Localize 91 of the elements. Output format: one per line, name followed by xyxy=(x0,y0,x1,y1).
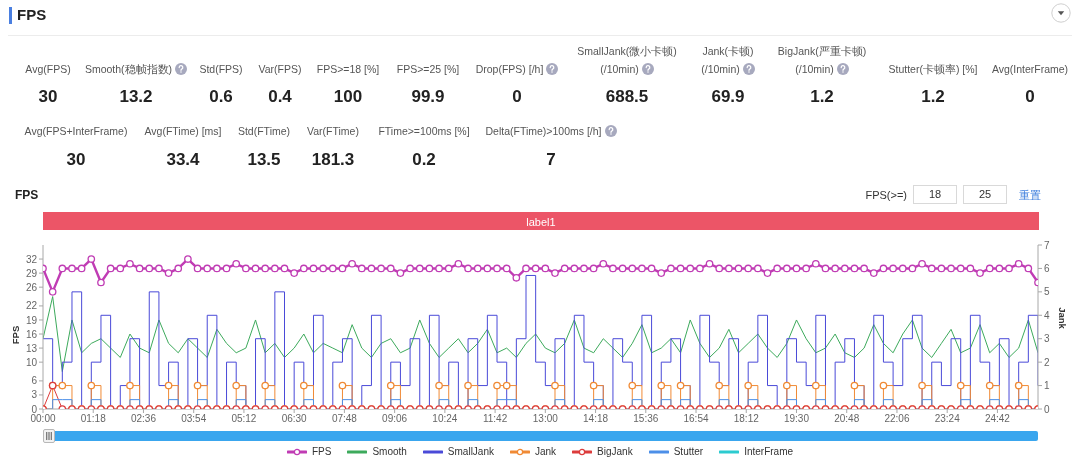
x-tick-label: 15:36 xyxy=(633,413,659,425)
category-label: FTime>=100ms [%] xyxy=(378,125,470,137)
x-tick-label: 14:18 xyxy=(583,413,609,425)
y2-tick-label: 5 xyxy=(1044,286,1050,298)
data-label: 0 xyxy=(1025,87,1035,106)
category-label: FPS>=18 [%] xyxy=(316,63,380,75)
category-label: Var(FTime) xyxy=(307,125,359,137)
x-tick-label: 16:54 xyxy=(683,413,709,425)
x-tick-label: 03:54 xyxy=(181,413,207,425)
y-tick-label: 6 xyxy=(31,375,38,387)
category-label: Std(FTime) xyxy=(237,125,291,137)
x-tick-label: 11:42 xyxy=(482,413,508,425)
category-label: SmallJank(微小卡顿) (/10min) xyxy=(577,45,677,75)
category-label: Jank(卡顿) (/10min) xyxy=(701,45,755,75)
x-tick-label: 19:30 xyxy=(783,413,810,425)
data-label: 688.5 xyxy=(605,87,649,106)
category-label: Var(FPS) xyxy=(258,63,302,75)
x-tick-label: 05:12 xyxy=(231,413,257,425)
chart-title: FPS xyxy=(15,188,39,203)
data-label: 181.3 xyxy=(311,150,355,169)
text: FPS xyxy=(17,5,47,25)
data-label: 0 xyxy=(512,87,522,106)
x-tick-label: 18:12 xyxy=(733,413,760,425)
x-tick-label: 07:48 xyxy=(331,413,358,425)
y-tick-label: 29 xyxy=(25,267,38,279)
data-label: 0.4 xyxy=(268,87,292,106)
legend-label: InterFrame xyxy=(744,445,794,459)
x-tick-label: 02:36 xyxy=(130,413,157,425)
x-tick-label: 23:24 xyxy=(934,413,961,425)
category-label: Smooth(稳帧指数) xyxy=(84,63,174,75)
y-tick-label: 3 xyxy=(31,389,38,401)
category-label: BigJank(严重卡顿) (/10min) xyxy=(777,45,867,75)
data-label: 13.2 xyxy=(119,87,153,106)
data-label: 30 xyxy=(38,87,58,106)
data-label: 0.6 xyxy=(209,87,233,106)
x-tick-label: 10:24 xyxy=(432,413,458,425)
y2-tick-label: 0 xyxy=(1044,403,1050,415)
category-label: Stutter(卡顿率) [%] xyxy=(888,63,978,75)
x-tick-label: 00:00 xyxy=(30,413,56,425)
category-label: Delta(FTime)>100ms [/h] xyxy=(485,125,603,137)
y-tick-label: 13 xyxy=(25,342,38,354)
data-label: 33.4 xyxy=(166,150,200,169)
x-tick-label: 13:00 xyxy=(532,413,559,425)
data-label: 0.2 xyxy=(412,150,436,169)
input-field: 25 xyxy=(963,185,1007,204)
category-label: Drop(FPS) [/h] xyxy=(475,63,545,75)
y-tick-label: 16 xyxy=(25,328,38,340)
y2-tick-label: 2 xyxy=(1044,356,1050,368)
category-label: Avg(FTime) [ms] xyxy=(144,125,222,137)
legend-label: BigJank xyxy=(597,445,633,459)
label-banner: label1 xyxy=(43,212,1039,230)
y2-tick-label: 7 xyxy=(1044,239,1050,251)
y2-tick-label: 6 xyxy=(1044,262,1050,274)
data-label: 100 xyxy=(333,87,363,106)
data-label: 69.9 xyxy=(711,87,745,106)
y2-tick-label: 1 xyxy=(1044,380,1050,392)
category-label: Std(FPS) xyxy=(199,63,243,75)
category-label: Avg(InterFrame) xyxy=(991,63,1069,75)
category-label: Avg(FPS+InterFrame) xyxy=(24,125,128,137)
y-tick-label: 22 xyxy=(25,300,38,312)
x-tick-label: 01:18 xyxy=(80,413,107,425)
legend-label: Stutter xyxy=(673,445,704,459)
data-label: 99.9 xyxy=(411,87,445,106)
legend-label: Jank xyxy=(534,445,557,459)
y-tick-label: 32 xyxy=(25,253,38,265)
x-tick-label: 06:30 xyxy=(281,413,308,425)
x-tick-label: 22:06 xyxy=(884,413,910,425)
legend-label: SmallJank xyxy=(447,445,494,459)
x-tick-label: 24:42 xyxy=(984,413,1011,425)
y2-tick-label: 4 xyxy=(1044,309,1050,321)
data-label: 30 xyxy=(66,150,86,169)
y-tick-label: 19 xyxy=(25,314,38,326)
text: FPS(>=) xyxy=(865,188,907,202)
y2-tick-label: 3 xyxy=(1044,333,1050,345)
legend-label: Smooth xyxy=(372,445,407,459)
category-label: Avg(FPS) xyxy=(25,63,71,75)
data-label: 13.5 xyxy=(247,150,281,169)
y-tick-label: 26 xyxy=(25,281,38,293)
text: 重置 xyxy=(1019,188,1041,202)
data-label: 1.2 xyxy=(810,87,834,106)
x-tick-label: 09:06 xyxy=(382,413,408,425)
data-label: 1.2 xyxy=(921,87,945,106)
y-axis-title: FPS xyxy=(9,325,21,345)
data-label: 7 xyxy=(546,150,556,169)
y-tick-label: 10 xyxy=(25,356,38,368)
y2-axis-title: Jank xyxy=(1056,307,1068,329)
x-tick-label: 20:48 xyxy=(834,413,860,425)
input-field: 18 xyxy=(913,185,957,204)
legend-label: FPS xyxy=(311,445,332,459)
y-tick-label: 0 xyxy=(31,403,38,415)
category-label: FPS>=25 [%] xyxy=(396,63,460,75)
